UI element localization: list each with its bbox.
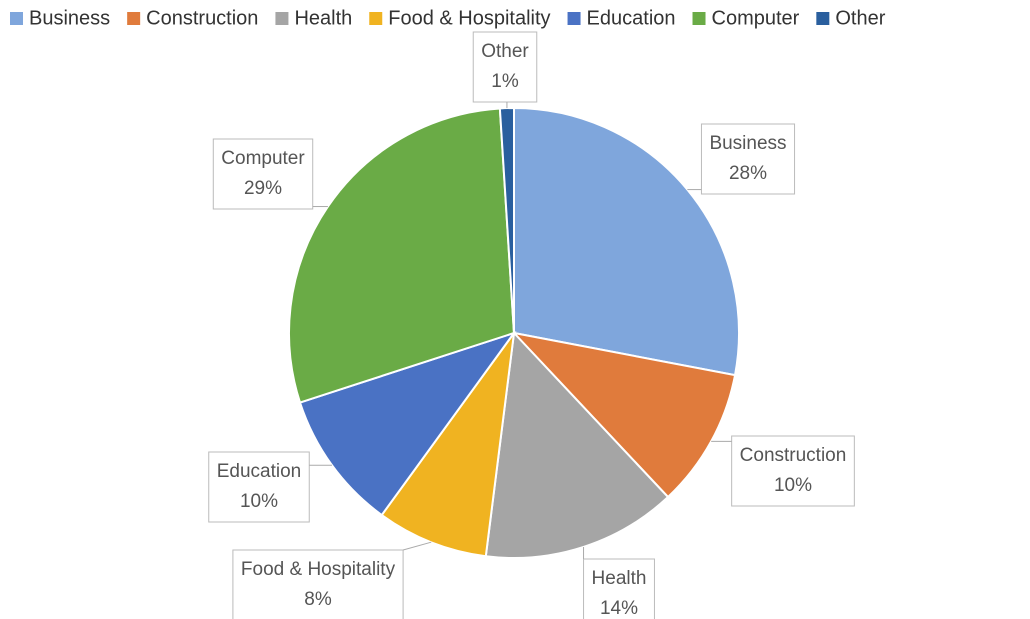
label-box [583, 558, 655, 619]
label-box [208, 451, 310, 523]
label-category: Business [709, 133, 786, 154]
legend-label: Food & Hospitality [388, 7, 550, 29]
legend-label: Business [29, 7, 110, 29]
label-box [700, 123, 796, 195]
pie-slice [288, 107, 516, 404]
legend-label: Other [835, 7, 885, 29]
label-value: 8% [304, 589, 332, 610]
data-label: Food & Hospitality 8% [232, 541, 432, 619]
data-label: Construction 10% [711, 435, 855, 507]
legend-swatch [816, 12, 830, 25]
label-category: Construction [740, 445, 847, 466]
label-value: 29% [244, 178, 282, 199]
label-box [472, 31, 538, 103]
label-value: 10% [774, 475, 812, 496]
legend-swatch [10, 12, 23, 25]
pie-slice [498, 106, 515, 334]
label-category: Computer [221, 148, 305, 169]
legend-swatch [567, 12, 581, 25]
data-label: Other 1% [472, 31, 538, 109]
data-label: Education 10% [208, 451, 332, 523]
label-value: 14% [600, 598, 638, 619]
label-category: Education [217, 461, 302, 482]
label-value: 1% [491, 71, 519, 92]
label-category: Food & Hospitality [241, 559, 396, 580]
label-value: 28% [729, 163, 767, 184]
legend-label: Construction [146, 7, 258, 29]
legend-swatch [369, 12, 383, 25]
legend-swatch [275, 12, 289, 25]
legend-label: Computer [712, 7, 800, 29]
data-label: Health 14% [583, 546, 655, 619]
legend-swatch [692, 12, 706, 25]
label-category: Other [481, 41, 529, 62]
label-category: Health [592, 568, 647, 589]
legend-label: Education [587, 7, 676, 29]
label-box [731, 435, 855, 507]
data-label: Computer 29% [212, 138, 328, 210]
label-value: 10% [240, 491, 278, 512]
label-box [212, 138, 314, 210]
legend-label: Health [294, 7, 352, 29]
data-label: Business 28% [687, 123, 796, 195]
label-box [232, 549, 404, 619]
leader-line [402, 541, 432, 551]
legend-swatch [127, 12, 141, 25]
